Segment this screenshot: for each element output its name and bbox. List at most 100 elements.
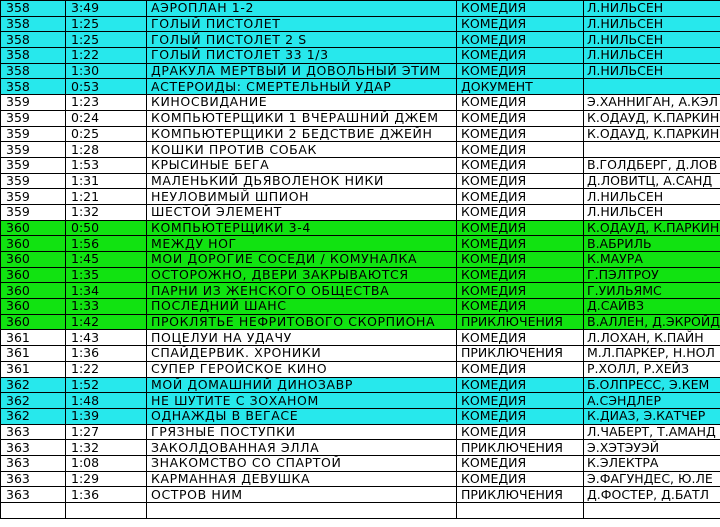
- disc-number-cell[interactable]: 360: [0, 235, 66, 252]
- genre-cell[interactable]: КОМЕДИЯ: [456, 125, 584, 143]
- genre-cell[interactable]: КОМЕДИЯ: [456, 94, 584, 111]
- duration-cell[interactable]: 1:45: [65, 251, 147, 268]
- film-title-cell[interactable]: МОИ ДОРОГИЕ СОСЕДИ / КОМУНАЛКА: [146, 251, 457, 268]
- cast-cell[interactable]: [583, 78, 720, 96]
- disc-number-cell[interactable]: 360: [0, 313, 66, 331]
- disc-number-cell[interactable]: 362: [0, 392, 66, 409]
- film-title-cell[interactable]: АЭРОПЛАН 1-2: [146, 0, 457, 17]
- cast-cell[interactable]: [583, 141, 720, 158]
- duration-cell[interactable]: 1:32: [65, 439, 147, 456]
- disc-number-cell[interactable]: 358: [0, 62, 66, 80]
- disc-number-cell[interactable]: 363: [0, 454, 66, 472]
- film-title-cell[interactable]: ГОЛЫЙ ПИСТОЛЕТ 2 S: [146, 31, 457, 49]
- genre-cell[interactable]: КОМЕДИЯ: [456, 31, 584, 49]
- disc-number-cell[interactable]: 359: [0, 94, 66, 111]
- duration-cell[interactable]: 1:53: [65, 156, 147, 174]
- duration-cell[interactable]: 1:29: [65, 470, 147, 488]
- genre-cell[interactable]: КОМЕДИЯ: [456, 376, 584, 394]
- film-title-cell[interactable]: КОМПЬЮТЕРЩИКИ 3-4: [146, 219, 457, 237]
- genre-cell[interactable]: КОМЕДИЯ: [456, 454, 584, 472]
- genre-cell[interactable]: КОМЕДИЯ: [456, 360, 584, 378]
- duration-cell[interactable]: 0:24: [65, 109, 147, 127]
- duration-cell[interactable]: 0:50: [65, 219, 147, 237]
- cast-cell[interactable]: В.ГОЛДБЕРГ, Д.ЛОВ: [583, 156, 720, 174]
- film-title-cell[interactable]: ПАРНИ ИЗ ЖЕНСКОГО ОБЩЕСТВА: [146, 282, 457, 300]
- genre-cell[interactable]: ПРИКЛЮЧЕНИЯ: [456, 313, 584, 331]
- disc-number-cell[interactable]: 358: [0, 31, 66, 49]
- cast-cell[interactable]: Б.ОЛПРЕСС, Э.КЕМ: [583, 376, 720, 394]
- film-title-cell[interactable]: АСТЕРОИДЫ: СМЕРТЕЛЬНЫЙ УДАР: [146, 78, 457, 96]
- cast-cell[interactable]: В.АЛЛЕН, Д.ЭКРОЙД: [583, 313, 720, 331]
- duration-cell[interactable]: 1:25: [65, 15, 147, 33]
- disc-number-cell[interactable]: 359: [0, 141, 66, 158]
- duration-cell[interactable]: 1:43: [65, 329, 147, 347]
- cast-cell[interactable]: Э.ХЭТЭУЭЙ: [583, 439, 720, 456]
- genre-cell[interactable]: КОМЕДИЯ: [456, 392, 584, 409]
- film-title-cell[interactable]: ПРОКЛЯТЬЕ НЕФРИТОВОГО СКОРПИОНА: [146, 313, 457, 331]
- duration-cell[interactable]: 1:36: [65, 345, 147, 362]
- duration-cell[interactable]: 1:31: [65, 172, 147, 190]
- duration-cell[interactable]: 1:27: [65, 423, 147, 441]
- disc-number-cell[interactable]: 358: [0, 0, 66, 17]
- duration-cell[interactable]: 3:49: [65, 0, 147, 17]
- film-title-cell[interactable]: ОСТОРОЖНО, ДВЕРИ ЗАКРЫВАЮТСЯ: [146, 266, 457, 284]
- film-title-cell[interactable]: [146, 502, 457, 519]
- cast-cell[interactable]: К.ОДАУД, К.ПАРКИН: [583, 219, 720, 237]
- cast-cell[interactable]: Л.НИЛЬСЕН: [583, 31, 720, 49]
- disc-number-cell[interactable]: 361: [0, 345, 66, 362]
- disc-number-cell[interactable]: 359: [0, 156, 66, 174]
- cast-cell[interactable]: [583, 502, 720, 519]
- disc-number-cell[interactable]: 358: [0, 15, 66, 33]
- duration-cell[interactable]: 1:22: [65, 47, 147, 64]
- cast-cell[interactable]: К.МАУРА: [583, 251, 720, 268]
- duration-cell[interactable]: 1:28: [65, 141, 147, 158]
- genre-cell[interactable]: ПРИКЛЮЧЕНИЯ: [456, 486, 584, 503]
- duration-cell[interactable]: 1:36: [65, 486, 147, 503]
- disc-number-cell[interactable]: 363: [0, 439, 66, 456]
- disc-number-cell[interactable]: 358: [0, 47, 66, 64]
- duration-cell[interactable]: 0:53: [65, 78, 147, 96]
- duration-cell[interactable]: 1:52: [65, 376, 147, 394]
- genre-cell[interactable]: ДОКУМЕНТ: [456, 78, 584, 96]
- film-title-cell[interactable]: КОМПЬЮТЕРЩИКИ 2 БЕДСТВИЕ ДЖЕЙН: [146, 125, 457, 143]
- disc-number-cell[interactable]: 361: [0, 360, 66, 378]
- cast-cell[interactable]: Э.ХАННИГАН, А.КЭЛ: [583, 94, 720, 111]
- duration-cell[interactable]: 1:21: [65, 188, 147, 205]
- film-title-cell[interactable]: КОМПЬЮТЕРЩИКИ 1 ВЧЕРАШНИЙ ДЖЕМ: [146, 109, 457, 127]
- disc-number-cell[interactable]: 363: [0, 486, 66, 503]
- film-title-cell[interactable]: ЗАКОЛДОВАННАЯ ЭЛЛА: [146, 439, 457, 456]
- cast-cell[interactable]: Л.НИЛЬСЕН: [583, 62, 720, 80]
- cast-cell[interactable]: Г.ПЭЛТРОУ: [583, 266, 720, 284]
- film-title-cell[interactable]: ДРАКУЛА МЕРТВЫЙ И ДОВОЛЬНЫЙ ЭТИМ: [146, 62, 457, 80]
- film-title-cell[interactable]: ОДНАЖДЫ В ВЕГАСЕ: [146, 407, 457, 425]
- genre-cell[interactable]: КОМЕДИЯ: [456, 219, 584, 237]
- film-title-cell[interactable]: МОЙ ДОМАШНИЙ ДИНОЗАВР: [146, 376, 457, 394]
- genre-cell[interactable]: КОМЕДИЯ: [456, 62, 584, 80]
- film-title-cell[interactable]: ОСТРОВ НИМ: [146, 486, 457, 503]
- duration-cell[interactable]: 1:33: [65, 298, 147, 315]
- film-title-cell[interactable]: КАРМАННАЯ ДЕВУШКА: [146, 470, 457, 488]
- disc-number-cell[interactable]: 359: [0, 109, 66, 127]
- film-title-cell[interactable]: ПОСЛЕДНИЙ ШАНС: [146, 298, 457, 315]
- film-title-cell[interactable]: НЕУЛОВИМЫЙ ШПИОН: [146, 188, 457, 205]
- cast-cell[interactable]: Д.ЛОВИТЦ, А.САНД: [583, 172, 720, 190]
- film-title-cell[interactable]: ГОЛЫЙ ПИСТОЛЕТ 33 1/3: [146, 47, 457, 64]
- duration-cell[interactable]: 1:30: [65, 62, 147, 80]
- film-title-cell[interactable]: КИНОСВИДАНИЕ: [146, 94, 457, 111]
- cast-cell[interactable]: К.ОДАУД, К.ПАРКИН: [583, 125, 720, 143]
- film-title-cell[interactable]: КРЫСИНЫЕ БЕГА: [146, 156, 457, 174]
- disc-number-cell[interactable]: 360: [0, 251, 66, 268]
- genre-cell[interactable]: КОМЕДИЯ: [456, 141, 584, 158]
- disc-number-cell[interactable]: 360: [0, 298, 66, 315]
- disc-number-cell[interactable]: 363: [0, 423, 66, 441]
- duration-cell[interactable]: 1:23: [65, 94, 147, 111]
- cast-cell[interactable]: Л.НИЛЬСЕН: [583, 0, 720, 17]
- disc-number-cell[interactable]: 359: [0, 125, 66, 143]
- cast-cell[interactable]: Г.УИЛЬЯМС: [583, 282, 720, 300]
- disc-number-cell[interactable]: 361: [0, 329, 66, 347]
- genre-cell[interactable]: КОМЕДИЯ: [456, 251, 584, 268]
- cast-cell[interactable]: Л.НИЛЬСЕН: [583, 47, 720, 64]
- disc-number-cell[interactable]: 362: [0, 376, 66, 394]
- disc-number-cell[interactable]: 360: [0, 282, 66, 300]
- film-title-cell[interactable]: МАЛЕНЬКИЙ ДЬЯВОЛЕНОК НИКИ: [146, 172, 457, 190]
